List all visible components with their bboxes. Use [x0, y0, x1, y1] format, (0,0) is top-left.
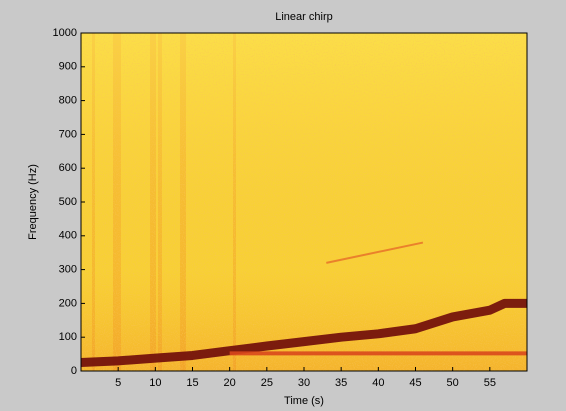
y-axis-label: Frequency (Hz): [27, 164, 39, 240]
ridge-line: [80, 298, 527, 368]
x-tick-label: 20: [224, 377, 236, 389]
y-tick-label: 300: [59, 264, 77, 276]
y-tick-label: 100: [59, 331, 77, 343]
y-tick-label: 800: [59, 95, 77, 107]
ridge-line: [326, 241, 424, 264]
y-tick-label: 0: [71, 365, 77, 377]
x-axis-label: Time (s): [284, 395, 324, 407]
y-tick-label: 200: [59, 297, 77, 309]
x-tick-label: 5: [115, 377, 121, 389]
y-tick-label: 900: [59, 61, 77, 73]
y-tick-label: 600: [59, 162, 77, 174]
x-tick-label: 55: [484, 377, 496, 389]
y-tick-label: 400: [59, 230, 77, 242]
x-tick-label: 35: [335, 377, 347, 389]
x-tick-label: 10: [149, 377, 161, 389]
y-tick-label: 1000: [53, 27, 77, 39]
x-tick-label: 45: [409, 377, 421, 389]
y-tick-label: 500: [59, 196, 77, 208]
x-tick-label: 50: [447, 377, 459, 389]
y-tick-label: 700: [59, 128, 77, 140]
x-tick-label: 40: [372, 377, 384, 389]
x-tick-label: 25: [261, 377, 273, 389]
chart-title: Linear chirp: [275, 11, 332, 23]
noise: [81, 33, 527, 371]
x-tick-label: 30: [298, 377, 310, 389]
x-tick-label: 15: [186, 377, 198, 389]
